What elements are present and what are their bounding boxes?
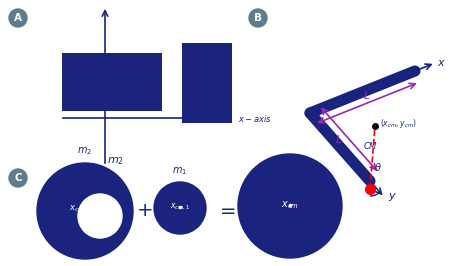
Text: $x_{cm}$: $x_{cm}$ bbox=[281, 199, 299, 211]
Circle shape bbox=[78, 194, 122, 238]
Circle shape bbox=[238, 154, 342, 258]
Circle shape bbox=[37, 163, 133, 259]
Text: $L$: $L$ bbox=[335, 133, 343, 145]
Text: $x_{cm,2}$: $x_{cm,2}$ bbox=[69, 204, 91, 214]
Text: =: = bbox=[220, 202, 236, 221]
Text: $L$: $L$ bbox=[363, 89, 371, 101]
Bar bbox=[182, 43, 232, 123]
Text: A: A bbox=[14, 13, 22, 23]
Text: B: B bbox=[191, 91, 199, 101]
Text: $(x_{cm},y_{cm})$: $(x_{cm},y_{cm})$ bbox=[380, 117, 417, 130]
Circle shape bbox=[9, 169, 27, 187]
Circle shape bbox=[249, 9, 267, 27]
Circle shape bbox=[154, 182, 206, 234]
Text: +: + bbox=[137, 202, 153, 221]
Text: A: A bbox=[126, 91, 134, 101]
Text: $y$: $y$ bbox=[388, 192, 397, 203]
Circle shape bbox=[9, 9, 27, 27]
Text: $x$: $x$ bbox=[438, 58, 447, 68]
Text: $y-axis$: $y-axis$ bbox=[89, 69, 101, 103]
Text: $x_{cm,1}$: $x_{cm,1}$ bbox=[170, 202, 190, 212]
Text: B: B bbox=[254, 13, 262, 23]
Text: $m_2$: $m_2$ bbox=[107, 155, 124, 167]
Text: $m_2$: $m_2$ bbox=[77, 145, 92, 157]
Text: C: C bbox=[14, 173, 22, 183]
Text: $CM$: $CM$ bbox=[363, 140, 377, 151]
Text: $m_1$: $m_1$ bbox=[173, 165, 188, 177]
Text: $\theta$: $\theta$ bbox=[374, 161, 382, 173]
Bar bbox=[62, 53, 162, 111]
Text: $x-axis$: $x-axis$ bbox=[238, 113, 272, 123]
